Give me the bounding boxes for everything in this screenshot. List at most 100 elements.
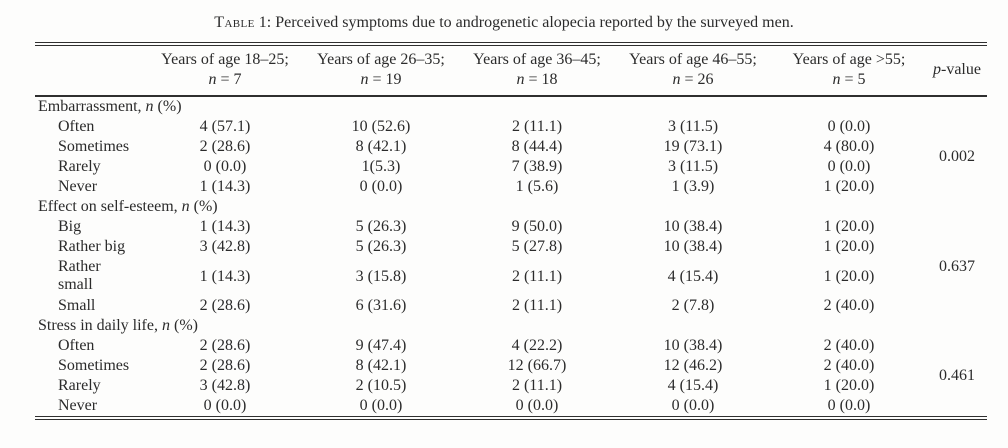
age-range-label: Years of age 18–25; <box>161 51 289 68</box>
age-range-label: Years of age >55; <box>792 51 906 68</box>
cell-value: 12 (66.7) <box>507 357 567 374</box>
p-value-cell: 0.002 <box>939 148 975 165</box>
cell-value: 19 (73.1) <box>663 138 723 155</box>
cell-value: 5 (26.3) <box>355 218 407 235</box>
cell-value: 10 (38.4) <box>663 337 723 354</box>
section-label: Effect on self-esteem, n (%) <box>38 198 218 215</box>
cell-value: 10 (38.4) <box>663 238 723 255</box>
table-row: Sometimes 2 (28.6) 8 (42.1) 8 (44.4) 19 … <box>35 137 987 157</box>
symptoms-table: Years of age 18–25; n = 7 Years of age 2… <box>35 42 987 420</box>
column-header-age-18-25: Years of age 18–25; n = 7 <box>147 44 303 97</box>
cell-value: 5 (27.8) <box>511 238 563 255</box>
cell-value: 0 (0.0) <box>359 397 403 414</box>
cell-value: 2 (28.6) <box>199 138 251 155</box>
age-range-label: Years of age 26–35; <box>317 51 445 68</box>
table-header: Years of age 18–25; n = 7 Years of age 2… <box>35 44 987 97</box>
row-label: Big <box>58 218 82 235</box>
cell-value: 3 (15.8) <box>355 267 407 285</box>
age-range-label: Years of age 36–45; <box>473 51 601 68</box>
cell-value: 0 (0.0) <box>827 118 871 135</box>
column-header-age-36-45: Years of age 36–45; n = 18 <box>459 44 615 97</box>
cell-value: 2 (10.5) <box>355 377 407 394</box>
cell-value: 8 (42.1) <box>355 138 407 155</box>
cell-value: 0 (0.0) <box>827 158 871 175</box>
cell-value: 7 (38.9) <box>511 158 563 175</box>
p-value-cell: 0.461 <box>939 367 975 384</box>
table-row: Small 2 (28.6) 6 (31.6) 2 (11.1) 2 (7.8)… <box>35 296 987 316</box>
row-label: Rarely <box>58 377 101 394</box>
cell-value: 4 (80.0) <box>823 138 875 155</box>
sample-size-label: n = 26 <box>672 71 714 88</box>
cell-value: 2 (7.8) <box>671 297 715 314</box>
table-caption: Table 1: Perceived symptoms due to andro… <box>0 0 1008 33</box>
cell-value: 1 (14.3) <box>199 267 251 285</box>
row-label: Rarely <box>58 158 101 175</box>
sample-size-label: n = 18 <box>516 71 558 88</box>
cell-value: 0 (0.0) <box>359 178 403 195</box>
table-row: Often 2 (28.6) 9 (47.4) 4 (22.2) 10 (38.… <box>35 336 987 384</box>
cell-value: 10 (52.6) <box>351 118 411 135</box>
section-label: Stress in daily life, n (%) <box>38 317 198 334</box>
sample-size-label: n = 5 <box>832 71 866 88</box>
column-header-age-26-35: Years of age 26–35; n = 19 <box>303 44 459 97</box>
cell-value: 3 (42.8) <box>199 238 251 255</box>
row-label: Small <box>58 297 96 314</box>
table-row: Never 1 (14.3) 0 (0.0) 1 (5.6) 1 (3.9) 1… <box>35 177 987 197</box>
sample-size-label: n = 19 <box>360 71 402 88</box>
cell-value: 2 (40.0) <box>823 357 875 374</box>
cell-value: 1 (14.3) <box>199 218 251 235</box>
cell-value: 0 (0.0) <box>515 397 559 414</box>
table-caption-label: Table <box>214 14 255 31</box>
cell-value: 3 (11.5) <box>667 158 719 175</box>
cell-value: 4 (15.4) <box>667 377 719 394</box>
cell-value: 8 (42.1) <box>355 357 407 374</box>
section-row-self-esteem: Effect on self-esteem, n (%) <box>35 197 987 217</box>
cell-value: 9 (47.4) <box>355 337 407 354</box>
section-row-stress: Stress in daily life, n (%) <box>35 316 987 336</box>
row-label: Sometimes <box>58 138 130 155</box>
cell-value: 1 (5.6) <box>515 178 559 195</box>
cell-value: 4 (22.2) <box>511 337 563 354</box>
cell-value: 10 (38.4) <box>663 218 723 235</box>
cell-value: 1 (3.9) <box>671 178 715 195</box>
table-row: Rather small 1 (14.3) 3 (15.8) 2 (11.1) … <box>35 257 987 296</box>
cell-value: 5 (26.3) <box>355 238 407 255</box>
age-range-label: Years of age 46–55; <box>629 51 757 68</box>
table-row: Sometimes 2 (28.6) 8 (42.1) 12 (66.7) 12… <box>35 356 987 376</box>
table-row: Big 1 (14.3) 5 (26.3) 9 (50.0) 10 (38.4)… <box>35 217 987 275</box>
cell-value: 4 (57.1) <box>199 118 251 135</box>
cell-value: 1 (20.0) <box>823 178 875 195</box>
table-caption-text: Perceived symptoms due to androgenetic a… <box>275 14 794 31</box>
section-label: Embarrassment, n (%) <box>38 98 182 115</box>
cell-value: 3 (11.5) <box>667 118 719 135</box>
cell-value: 1 (20.0) <box>823 218 875 235</box>
row-label: Sometimes <box>58 357 130 374</box>
header-row: Years of age 18–25; n = 7 Years of age 2… <box>35 44 987 97</box>
cell-value: 2 (11.1) <box>511 118 563 135</box>
column-header-age-over-55: Years of age >55; n = 5 <box>771 44 927 97</box>
cell-value: 2 (28.6) <box>199 357 251 374</box>
cell-value: 8 (44.4) <box>511 138 563 155</box>
row-label: Rather small <box>58 258 101 293</box>
cell-value: 2 (28.6) <box>199 297 251 314</box>
column-header-p-value: p-value <box>927 44 987 97</box>
cell-value: 0 (0.0) <box>203 158 247 175</box>
p-value-cell: 0.637 <box>939 257 975 275</box>
row-label: Never <box>58 178 98 195</box>
cell-value: 1 (14.3) <box>199 178 251 195</box>
row-label: Never <box>58 397 98 414</box>
cell-value: 2 (28.6) <box>199 337 251 354</box>
cell-value: 3 (42.8) <box>199 377 251 394</box>
table-row: Rarely 3 (42.8) 2 (10.5) 2 (11.1) 4 (15.… <box>35 376 987 396</box>
cell-value: 6 (31.6) <box>355 297 407 314</box>
sample-size-label: n = 7 <box>208 71 242 88</box>
cell-value: 1 (20.0) <box>823 377 875 394</box>
cell-value: 2 (11.1) <box>511 267 563 285</box>
cell-value: 0 (0.0) <box>827 397 871 414</box>
cell-value: 2 (11.1) <box>511 297 563 314</box>
cell-value: 12 (46.2) <box>663 357 723 374</box>
cell-value: 1 (20.0) <box>823 238 875 255</box>
table-row: Rarely 0 (0.0) 1(5.3) 7 (38.9) 3 (11.5) … <box>35 157 987 177</box>
table-caption-number: 1: <box>258 14 272 31</box>
